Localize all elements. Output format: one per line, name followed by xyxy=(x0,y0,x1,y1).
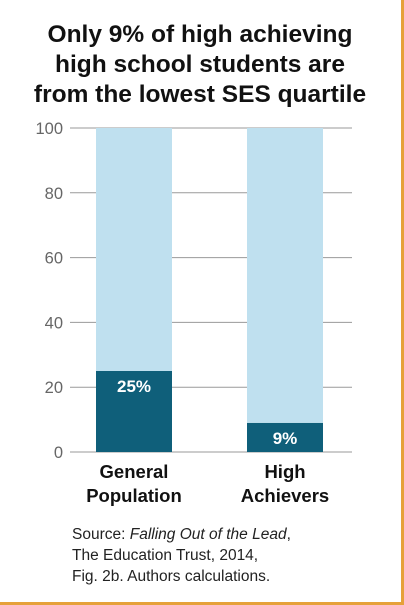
category-label-0-line-2: Population xyxy=(86,485,182,506)
y-tick-label-60: 60 xyxy=(45,250,63,268)
source-line-3: Fig. 2b. Authors calculations. xyxy=(72,568,271,585)
bar-lowest-ses-1 xyxy=(247,422,323,452)
source-line-1: Source: Falling Out of the Lead, xyxy=(72,524,291,545)
y-tick-label-40: 40 xyxy=(45,314,63,332)
bar-other-0 xyxy=(96,128,172,371)
y-tick-label-20: 20 xyxy=(45,379,63,397)
y-tick-label-100: 100 xyxy=(35,120,63,138)
source-line-2: The Education Trust, 2014, xyxy=(72,547,259,564)
bar-other-1 xyxy=(247,128,323,423)
category-label-1-line-1: High xyxy=(264,461,305,482)
source-work-title: Falling Out of the Lead xyxy=(129,526,287,543)
category-label-1-line-2: Achievers xyxy=(241,485,329,506)
data-label-0: 25% xyxy=(117,377,151,396)
source-suffix: , xyxy=(286,526,291,543)
category-label-0-line-1: General xyxy=(100,461,169,482)
title-line-2: high school students are xyxy=(55,51,345,78)
bar-lowest-ses-0 xyxy=(96,371,172,452)
title-line-3: from the lowest SES quartile xyxy=(33,81,367,108)
y-tick-label-80: 80 xyxy=(45,185,63,203)
y-tick-label-0: 0 xyxy=(54,444,63,462)
data-label-1: 9% xyxy=(273,429,298,448)
source-note: Source: Falling Out of the Lead, The Edu… xyxy=(72,524,291,587)
source-prefix: Source: xyxy=(72,526,130,543)
title-line-1: Only 9% of high achieving xyxy=(47,21,353,48)
chart-title: Only 9% of high achieving high school st… xyxy=(10,20,390,110)
